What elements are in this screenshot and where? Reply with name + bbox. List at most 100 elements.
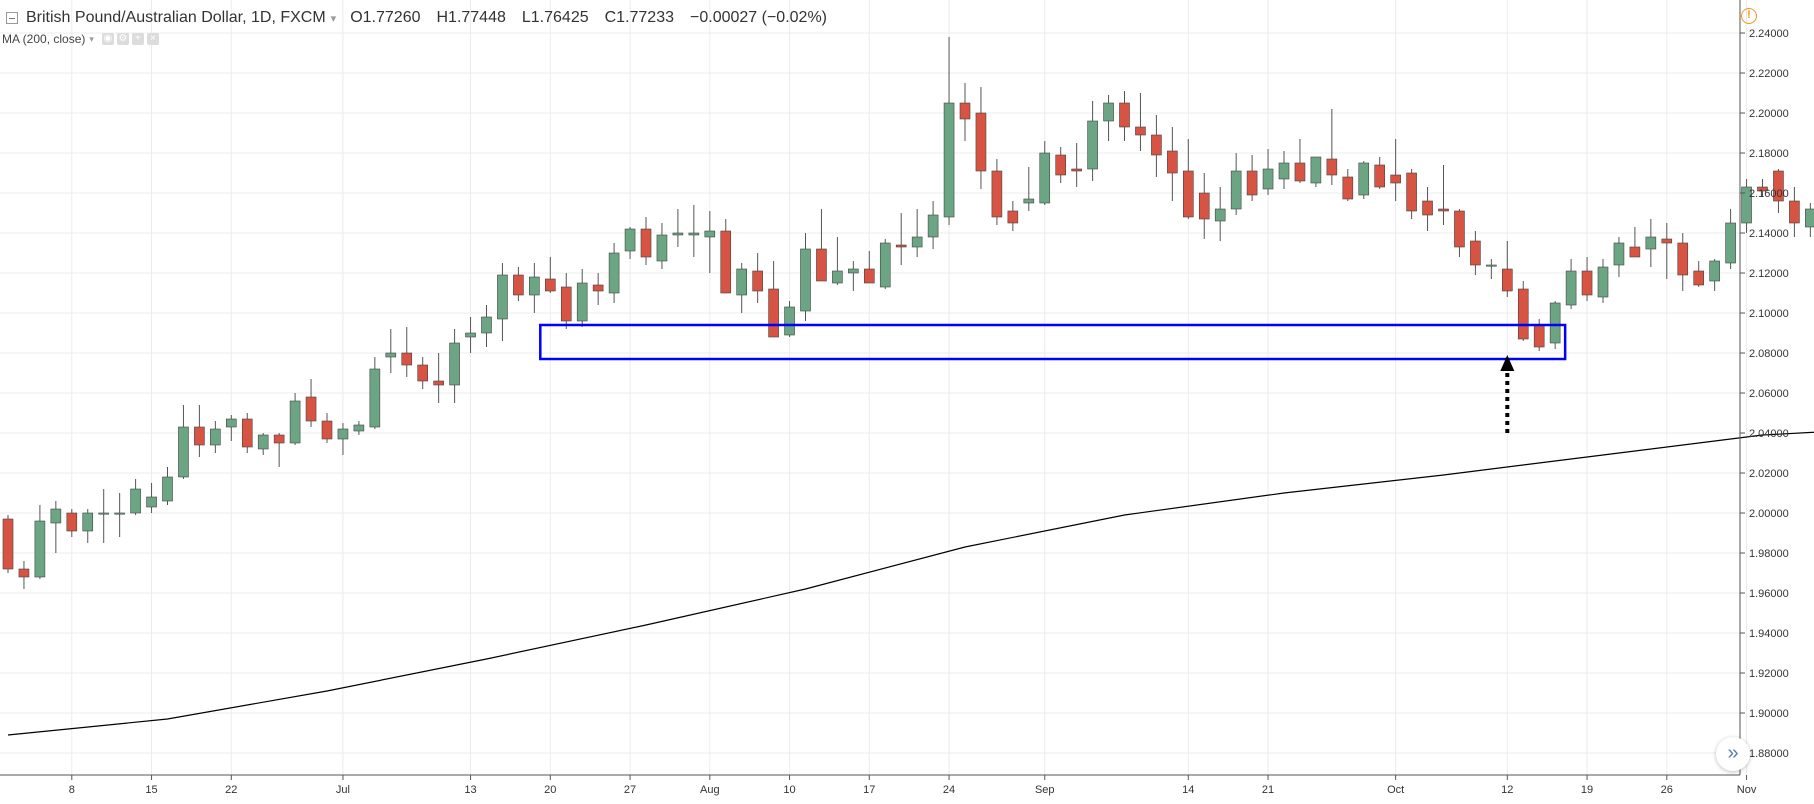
candle — [82, 509, 94, 543]
candle — [481, 305, 492, 347]
candle-body — [1438, 208, 1449, 212]
candle-body — [1406, 172, 1417, 212]
candle — [1039, 141, 1051, 205]
candle-body — [1454, 210, 1465, 248]
candle-body — [1390, 174, 1401, 184]
candle — [369, 357, 381, 429]
candle-body — [1278, 162, 1290, 180]
candle — [1230, 153, 1242, 215]
x-tick-label: 12 — [1501, 784, 1513, 796]
candle — [1151, 115, 1162, 177]
candle-body — [800, 248, 811, 312]
x-tick-label: 14 — [1182, 784, 1194, 796]
candle-body — [1517, 288, 1529, 340]
settings-icon[interactable]: ⚙ — [116, 33, 129, 45]
ma-200-line — [7, 431, 1814, 736]
candle-body — [1693, 270, 1704, 286]
candle-body — [863, 268, 875, 284]
candle-body — [18, 568, 30, 578]
candle — [895, 213, 907, 265]
y-tick-label: 2.12000 — [1749, 268, 1789, 280]
y-tick-label: 2.14000 — [1749, 228, 1789, 240]
open-value: O1.77260 — [350, 9, 421, 26]
candle — [305, 379, 317, 427]
candle-body — [194, 426, 205, 446]
candle-body — [321, 420, 333, 440]
candle-body — [1183, 170, 1194, 218]
close-value: C1.77233 — [604, 9, 674, 26]
eye-icon[interactable]: ◉ — [101, 33, 114, 45]
y-tick-label: 2.08000 — [1749, 348, 1789, 360]
candle-body — [353, 424, 365, 432]
candle-body — [1374, 164, 1385, 188]
candle — [433, 353, 444, 403]
candle-body — [768, 288, 779, 338]
candle-body — [369, 368, 381, 428]
close-icon[interactable]: × — [146, 33, 159, 45]
candle-body — [1071, 168, 1082, 172]
candle — [1358, 161, 1370, 199]
high-value: H1.77448 — [436, 9, 506, 26]
candle — [848, 261, 859, 291]
y-tick-label: 2.20000 — [1749, 108, 1789, 120]
candle — [50, 501, 62, 553]
candle — [417, 357, 429, 389]
candle — [800, 233, 811, 321]
candle-body — [1326, 158, 1338, 176]
candle — [1007, 201, 1019, 231]
candle-body — [895, 244, 907, 248]
y-tick-label: 2.04000 — [1749, 428, 1789, 440]
candle-body — [1549, 302, 1561, 344]
x-tick-label: 19 — [1581, 784, 1593, 796]
candles — [2, 37, 1814, 589]
candle-body — [529, 276, 540, 296]
candle-body — [592, 284, 604, 292]
x-tick-label: 24 — [943, 784, 955, 796]
candle-body — [1023, 198, 1035, 204]
candle-body — [784, 306, 795, 336]
candle-body — [114, 512, 125, 515]
candle — [672, 209, 684, 247]
candle-body — [513, 274, 524, 296]
more-icon[interactable]: + — [131, 33, 144, 45]
candle-body — [226, 418, 237, 428]
candle — [608, 243, 620, 303]
candle-body — [130, 488, 141, 514]
candle — [449, 329, 460, 403]
candle-body — [688, 232, 700, 236]
collapse-icon[interactable] — [6, 12, 18, 24]
candle — [513, 267, 524, 301]
ma-label[interactable]: MA (200, close) — [2, 32, 86, 46]
candle — [576, 269, 588, 327]
candle — [1613, 237, 1625, 277]
symbol-dropdown-icon[interactable]: ▾ — [330, 12, 337, 25]
candle — [337, 423, 349, 455]
candle-body — [273, 434, 285, 444]
candle — [544, 257, 556, 293]
ma-dropdown-icon[interactable]: ▾ — [89, 33, 94, 44]
candle-body — [752, 270, 763, 292]
candle-body — [1310, 156, 1322, 184]
candle-body — [1119, 102, 1130, 128]
candle — [1198, 173, 1210, 239]
x-tick-label: 13 — [464, 784, 476, 796]
y-tick-label: 2.24000 — [1749, 28, 1789, 40]
x-tick-label: 8 — [69, 784, 75, 796]
x-tick-label: 17 — [863, 784, 875, 796]
scroll-to-realtime-button[interactable]: » — [1716, 737, 1750, 771]
candle-body — [305, 396, 317, 422]
candle — [321, 413, 333, 443]
symbol-title[interactable]: British Pound/Australian Dollar, 1D, FXC… — [26, 9, 326, 26]
candle-body — [704, 230, 716, 238]
candle-body — [608, 252, 620, 294]
candle — [2, 515, 14, 573]
candle — [1119, 91, 1130, 141]
warning-icon[interactable]: ! — [1741, 8, 1757, 24]
candle — [592, 273, 604, 305]
candle — [18, 561, 30, 589]
candle-body — [879, 242, 891, 288]
candle — [1725, 209, 1736, 269]
candle-body — [720, 230, 732, 294]
